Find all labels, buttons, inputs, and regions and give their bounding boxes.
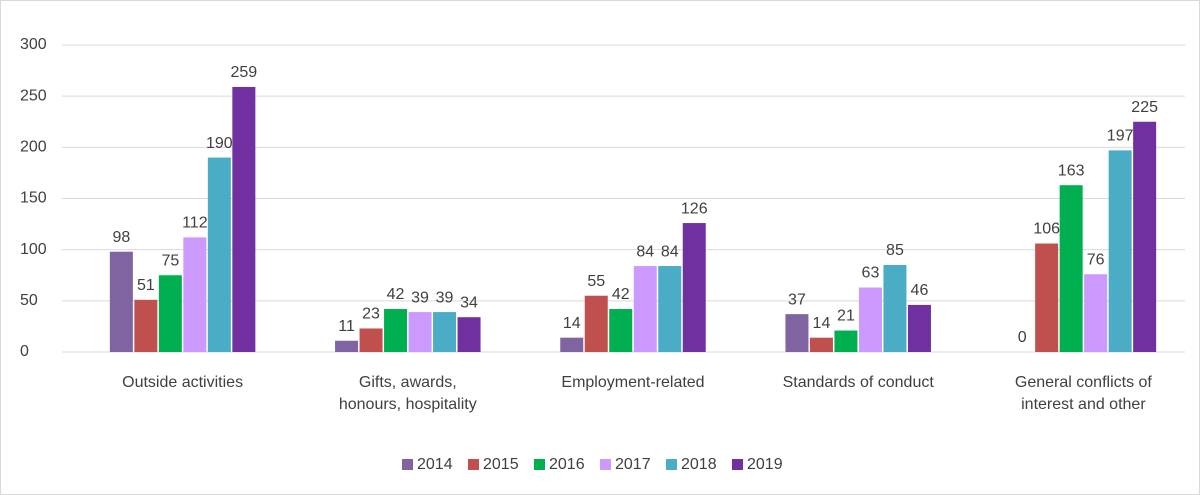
bar — [609, 309, 633, 352]
x-tick-label: Standards of conduct — [782, 374, 934, 391]
data-label: 0 — [1018, 329, 1027, 346]
legend-label: 2015 — [483, 456, 519, 473]
y-tick-label: 150 — [20, 190, 47, 207]
data-label: 190 — [206, 135, 233, 152]
data-label: 42 — [612, 286, 630, 303]
legend-swatch — [534, 459, 545, 470]
x-tick-label: General conflicts of interest and other — [1014, 374, 1152, 413]
bar — [633, 266, 657, 352]
bar — [1108, 150, 1132, 352]
data-label: 11 — [338, 318, 355, 335]
data-label: 14 — [813, 315, 831, 332]
legend-label: 2017 — [615, 456, 651, 473]
x-tick-label: Gifts, awards, honours, hospitality — [338, 374, 477, 413]
bar — [207, 157, 231, 352]
data-label: 106 — [1033, 221, 1060, 238]
bar — [858, 287, 882, 352]
data-label: 21 — [837, 308, 855, 325]
data-label: 98 — [112, 229, 130, 246]
bar — [408, 312, 432, 352]
y-tick-label: 200 — [20, 139, 47, 156]
data-label: 37 — [788, 291, 806, 308]
bar — [834, 330, 858, 352]
legend-label: 2016 — [549, 456, 585, 473]
data-label: 76 — [1087, 251, 1105, 268]
legend-label: 2014 — [417, 456, 453, 473]
data-label: 42 — [387, 286, 405, 303]
legend-label: 2019 — [747, 456, 783, 473]
bar — [1059, 185, 1083, 352]
data-label: 46 — [911, 282, 929, 299]
legend-swatch — [402, 459, 413, 470]
data-label: 84 — [661, 243, 679, 260]
bar — [109, 251, 133, 352]
y-tick-label: 0 — [20, 343, 29, 360]
legend-label: 2018 — [681, 456, 717, 473]
data-label: 225 — [1131, 99, 1158, 116]
bar — [560, 337, 584, 352]
y-tick-label: 300 — [20, 36, 47, 53]
data-label: 163 — [1058, 162, 1085, 179]
data-label: 55 — [587, 273, 605, 290]
bar — [883, 265, 907, 352]
bar — [1084, 274, 1108, 352]
data-label: 51 — [137, 277, 155, 294]
legend-swatch — [666, 459, 677, 470]
data-label: 39 — [411, 289, 429, 306]
data-label: 126 — [681, 200, 708, 217]
bar — [457, 317, 481, 352]
bar — [158, 275, 182, 352]
y-tick-label: 250 — [20, 87, 47, 104]
legend-swatch — [600, 459, 611, 470]
data-label: 259 — [230, 64, 257, 81]
bar — [785, 314, 809, 352]
legend-swatch — [732, 459, 743, 470]
x-tick-label: Outside activities — [122, 374, 244, 391]
x-tick-label: Employment-related — [561, 374, 705, 391]
data-label: 197 — [1107, 128, 1134, 145]
bar — [134, 299, 158, 352]
data-label: 23 — [362, 306, 380, 323]
bar — [232, 86, 256, 352]
data-label: 112 — [182, 215, 208, 232]
y-tick-label: 50 — [20, 292, 38, 309]
legend-swatch — [468, 459, 479, 470]
bar — [359, 328, 383, 352]
data-label: 75 — [161, 252, 179, 269]
bar — [335, 340, 359, 352]
data-label: 63 — [862, 265, 880, 282]
data-label: 34 — [460, 294, 478, 311]
bar — [584, 295, 608, 352]
bar — [433, 312, 457, 352]
bar — [384, 309, 408, 352]
bar — [682, 223, 706, 352]
data-label: 84 — [636, 243, 654, 260]
bar — [809, 337, 833, 352]
bar — [907, 304, 931, 352]
data-label: 85 — [886, 242, 904, 259]
data-label: 39 — [436, 289, 454, 306]
y-tick-label: 100 — [20, 241, 47, 258]
bar — [1035, 243, 1059, 352]
bar — [1133, 121, 1157, 352]
data-label: 14 — [563, 315, 581, 332]
bar — [658, 266, 682, 352]
bar — [183, 237, 207, 352]
